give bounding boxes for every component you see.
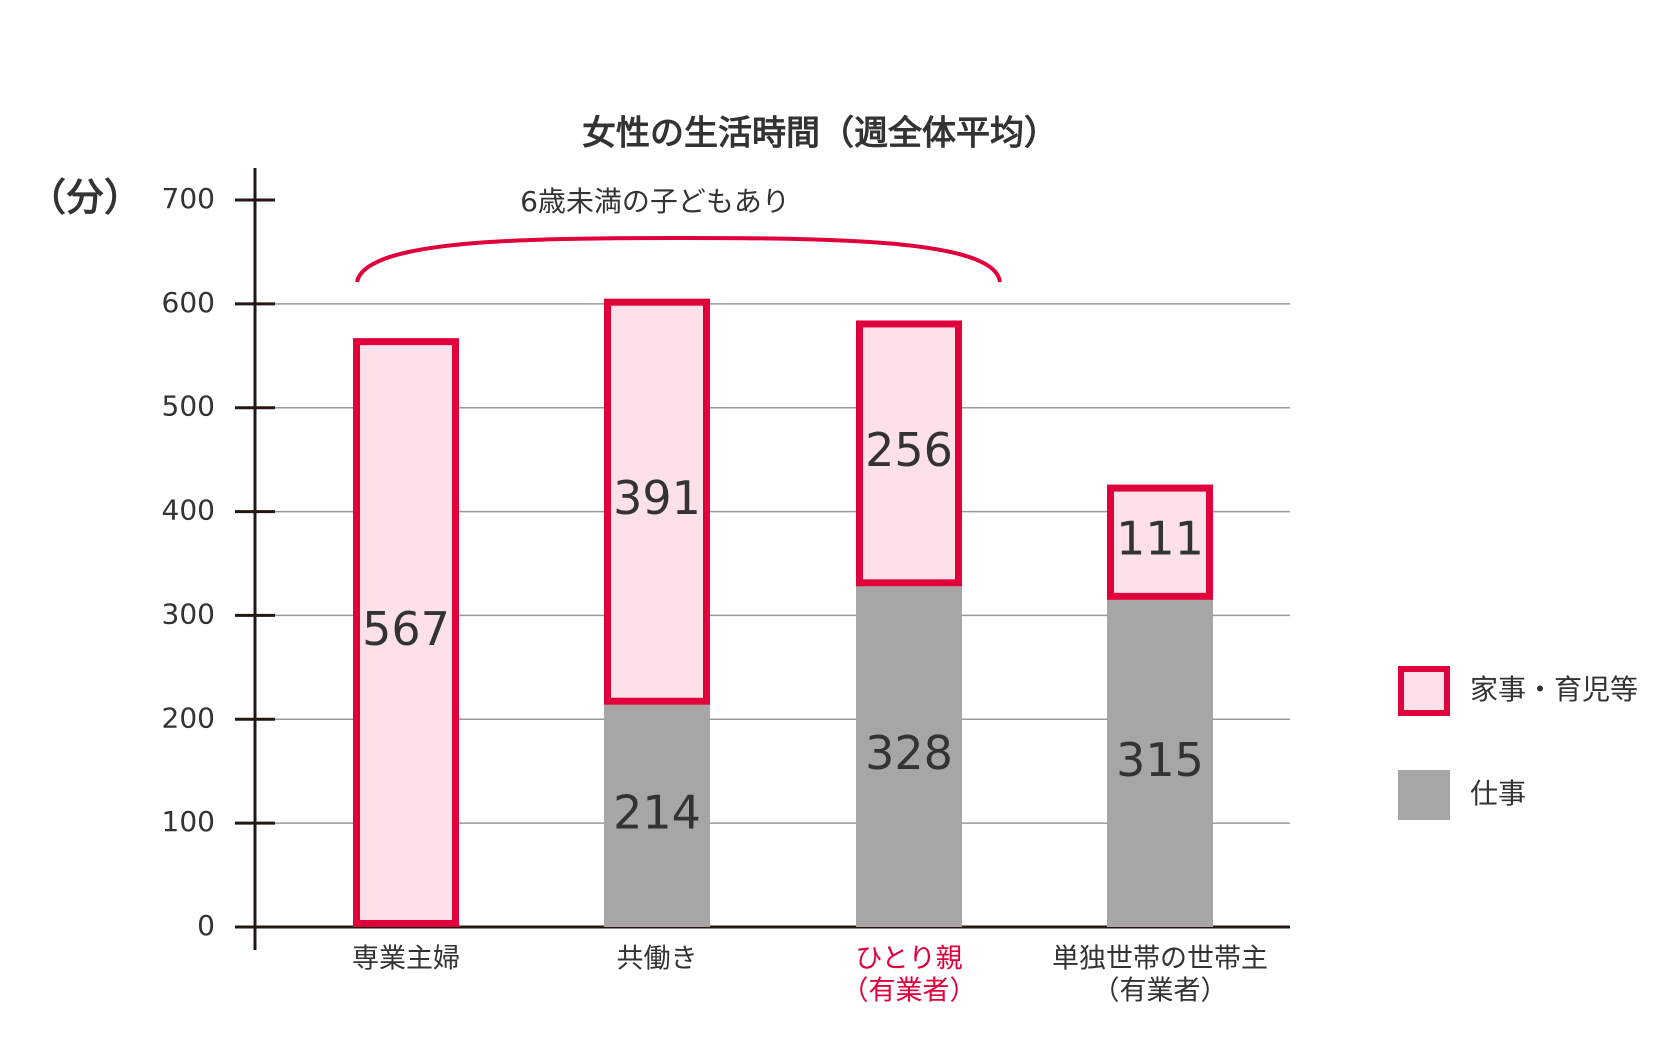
y-tick-label: 700 bbox=[162, 182, 215, 215]
x-tick-label: （有業者） bbox=[1093, 976, 1228, 1007]
legend-swatch bbox=[1398, 666, 1450, 716]
data-label: 256 bbox=[865, 423, 953, 477]
bar-segment bbox=[1107, 599, 1213, 927]
annotation-brace bbox=[355, 235, 1002, 283]
bar-segment bbox=[856, 586, 962, 927]
y-tick-label: 300 bbox=[162, 597, 215, 630]
legend-swatch bbox=[1398, 770, 1450, 820]
y-tick-label: 0 bbox=[197, 909, 215, 942]
bar-segment bbox=[353, 338, 459, 927]
data-label: 391 bbox=[613, 471, 701, 525]
data-label: 567 bbox=[362, 602, 450, 656]
bar-segment bbox=[604, 704, 710, 927]
data-label: 328 bbox=[865, 726, 953, 780]
x-tick-label: 専業主婦 bbox=[352, 944, 460, 975]
y-tick-label: 500 bbox=[162, 390, 215, 423]
y-tick-label: 600 bbox=[162, 286, 215, 319]
bar-segment bbox=[856, 320, 962, 587]
x-tick-label: （有業者） bbox=[842, 976, 977, 1007]
legend-label: 仕事 bbox=[1470, 777, 1526, 810]
x-tick-label: 単独世帯の世帯主 bbox=[1052, 944, 1268, 975]
x-tick-label: ひとり親 bbox=[855, 944, 962, 975]
x-tick-label: 共働き bbox=[617, 944, 698, 975]
y-tick-label: 400 bbox=[162, 494, 215, 527]
data-label: 315 bbox=[1116, 733, 1204, 787]
chart-title: 女性の生活時間（週全体平均） bbox=[582, 114, 1058, 154]
y-tick-label: 100 bbox=[162, 805, 215, 838]
annotation: 6歳未満の子どもあり bbox=[520, 185, 790, 218]
data-label: 214 bbox=[613, 785, 701, 839]
bar-segment bbox=[1107, 484, 1213, 600]
data-label: 111 bbox=[1116, 512, 1204, 566]
y-tick-label: 200 bbox=[162, 701, 215, 734]
legend-label: 家事・育児等 bbox=[1470, 673, 1638, 706]
y-unit: （分） bbox=[28, 176, 142, 220]
bar-segment bbox=[604, 298, 710, 705]
